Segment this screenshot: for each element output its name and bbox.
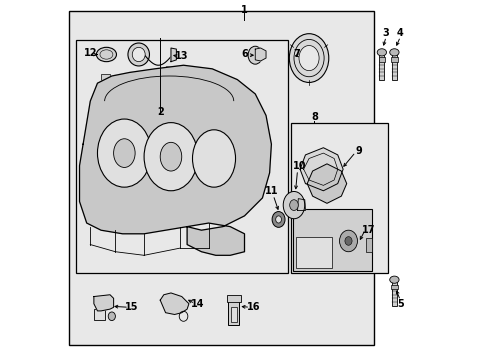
Ellipse shape [289,34,328,82]
Text: 8: 8 [310,112,317,122]
Ellipse shape [376,49,386,56]
Polygon shape [306,164,346,203]
FancyBboxPatch shape [391,54,396,80]
Polygon shape [160,293,188,315]
FancyBboxPatch shape [379,54,384,80]
FancyBboxPatch shape [296,237,332,268]
Text: 1: 1 [241,5,247,15]
FancyBboxPatch shape [290,123,387,273]
FancyBboxPatch shape [230,307,237,321]
Ellipse shape [128,43,149,66]
Text: 5: 5 [396,299,403,309]
Ellipse shape [275,216,281,223]
Polygon shape [300,148,343,191]
Text: 16: 16 [246,302,260,312]
Text: 15: 15 [124,302,138,312]
Ellipse shape [389,276,398,283]
Ellipse shape [339,230,357,252]
Text: 4: 4 [396,28,403,38]
FancyBboxPatch shape [378,57,384,62]
Text: 13: 13 [175,51,188,61]
FancyBboxPatch shape [76,40,287,273]
Polygon shape [255,48,265,61]
Polygon shape [94,295,113,311]
Text: 9: 9 [355,146,362,156]
Text: 6: 6 [241,49,247,59]
FancyBboxPatch shape [292,209,371,271]
Ellipse shape [298,45,319,71]
FancyBboxPatch shape [226,296,241,302]
Ellipse shape [97,119,151,187]
Ellipse shape [113,139,135,167]
FancyBboxPatch shape [165,66,172,72]
Polygon shape [80,65,271,255]
Ellipse shape [389,49,398,56]
Text: 7: 7 [292,49,299,59]
Text: 14: 14 [191,299,204,309]
FancyBboxPatch shape [101,74,110,81]
FancyBboxPatch shape [390,57,397,62]
Text: 10: 10 [293,161,306,171]
Text: 17: 17 [361,225,374,235]
FancyBboxPatch shape [69,12,373,345]
Polygon shape [171,48,176,62]
Ellipse shape [289,200,298,211]
Ellipse shape [192,130,235,187]
Ellipse shape [144,123,198,191]
Text: 2: 2 [157,107,163,117]
Ellipse shape [271,212,285,227]
FancyBboxPatch shape [228,298,239,325]
Ellipse shape [108,312,115,320]
Text: 3: 3 [382,28,389,38]
FancyBboxPatch shape [390,285,397,289]
FancyBboxPatch shape [391,282,396,306]
Ellipse shape [96,47,116,62]
Ellipse shape [247,46,262,64]
Text: 11: 11 [264,186,278,196]
FancyBboxPatch shape [366,238,371,252]
FancyBboxPatch shape [94,309,104,320]
Ellipse shape [344,237,351,245]
Polygon shape [297,199,305,211]
Ellipse shape [132,47,145,62]
Ellipse shape [283,192,304,219]
Text: 12: 12 [83,48,97,58]
Ellipse shape [160,142,182,171]
